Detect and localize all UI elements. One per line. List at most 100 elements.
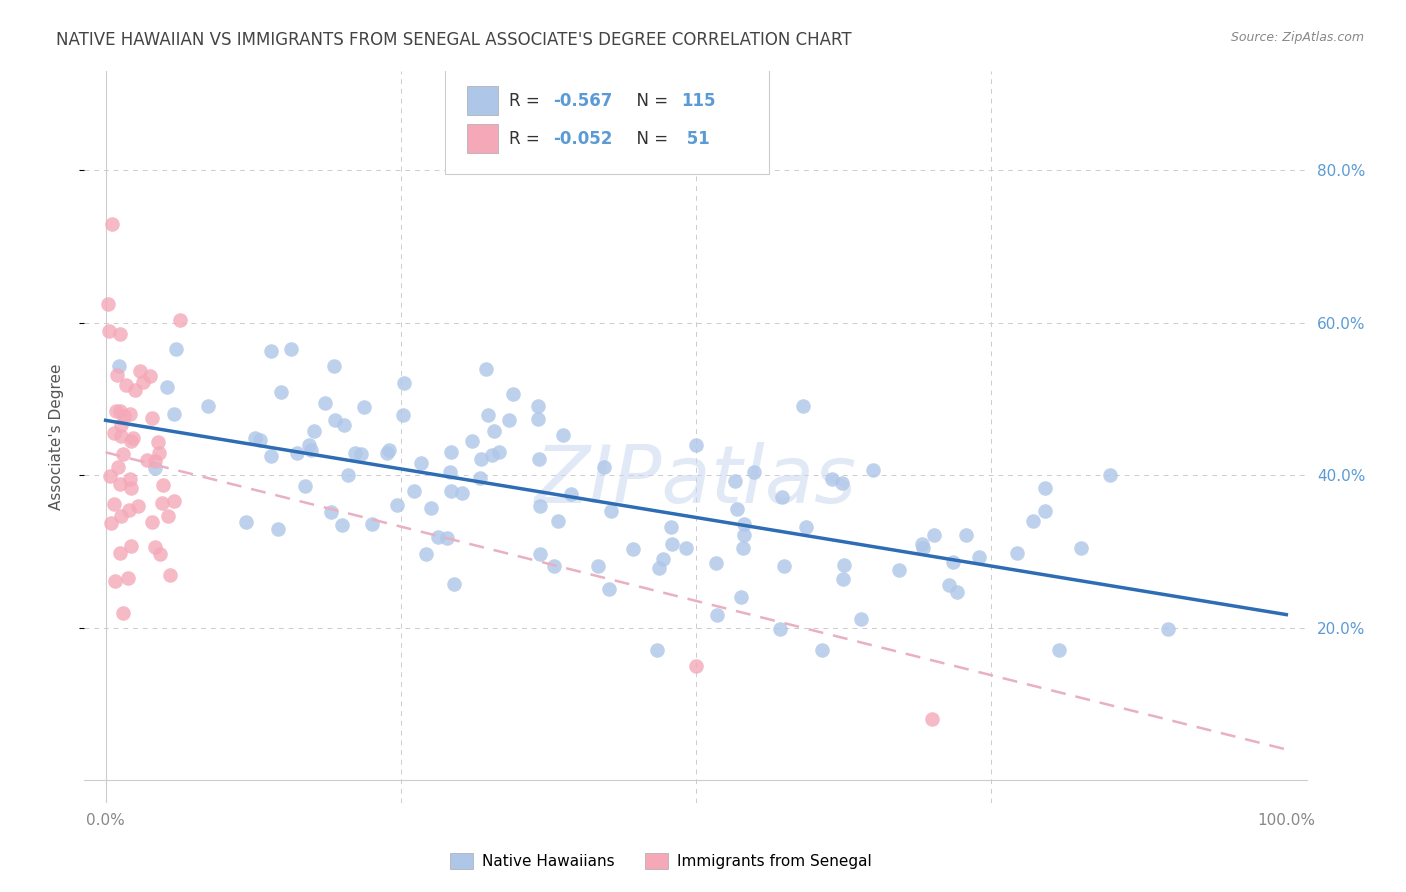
Point bbox=[474, 362, 496, 376]
Point bbox=[460, 434, 482, 449]
Point bbox=[118, 407, 141, 421]
Point bbox=[862, 463, 884, 477]
Point bbox=[103, 426, 125, 441]
Point bbox=[323, 412, 346, 426]
Point bbox=[502, 387, 524, 401]
Point bbox=[120, 539, 142, 553]
Point bbox=[560, 486, 582, 500]
Point bbox=[122, 431, 145, 445]
Point bbox=[314, 396, 336, 410]
Point bbox=[482, 424, 505, 438]
Point bbox=[110, 429, 132, 443]
Point bbox=[110, 509, 132, 524]
Point bbox=[127, 500, 149, 514]
Point bbox=[598, 582, 620, 596]
Point bbox=[112, 447, 135, 461]
Point bbox=[243, 431, 266, 445]
Point bbox=[392, 409, 415, 423]
FancyBboxPatch shape bbox=[467, 124, 498, 153]
Point bbox=[730, 590, 752, 604]
Point bbox=[169, 312, 191, 326]
Point bbox=[148, 446, 170, 460]
Point bbox=[156, 380, 179, 394]
Point bbox=[529, 547, 551, 561]
Point bbox=[477, 408, 499, 422]
Point bbox=[419, 501, 441, 516]
Point bbox=[100, 516, 122, 530]
Point bbox=[146, 435, 169, 450]
Point bbox=[97, 296, 120, 310]
Point bbox=[481, 448, 503, 462]
Point bbox=[107, 359, 129, 373]
Point bbox=[526, 399, 548, 413]
Point bbox=[443, 577, 465, 591]
Point bbox=[387, 498, 409, 512]
Point bbox=[955, 528, 977, 542]
Point bbox=[294, 479, 316, 493]
Point bbox=[323, 359, 346, 374]
Point bbox=[138, 369, 160, 384]
Point bbox=[661, 537, 683, 551]
Point bbox=[163, 494, 186, 508]
Point bbox=[529, 452, 551, 467]
Point bbox=[938, 578, 960, 592]
Text: R =: R = bbox=[509, 92, 544, 110]
Point bbox=[129, 364, 152, 378]
Point bbox=[304, 424, 326, 438]
Point bbox=[392, 376, 415, 390]
Point bbox=[112, 409, 135, 424]
Point bbox=[197, 399, 219, 413]
Point bbox=[1007, 546, 1029, 560]
Point bbox=[592, 460, 614, 475]
Text: N =: N = bbox=[626, 129, 673, 148]
Legend: Native Hawaiians, Immigrants from Senegal: Native Hawaiians, Immigrants from Senega… bbox=[444, 847, 877, 875]
Text: N =: N = bbox=[626, 92, 673, 110]
Point bbox=[770, 491, 793, 505]
Point bbox=[260, 449, 283, 463]
Text: -0.567: -0.567 bbox=[553, 92, 612, 110]
Point bbox=[440, 445, 463, 459]
Point bbox=[529, 500, 551, 514]
Point bbox=[165, 342, 187, 356]
Point bbox=[108, 477, 131, 491]
Text: NATIVE HAWAIIAN VS IMMIGRANTS FROM SENEGAL ASSOCIATE'S DEGREE CORRELATION CHART: NATIVE HAWAIIAN VS IMMIGRANTS FROM SENEG… bbox=[56, 31, 852, 49]
Point bbox=[426, 530, 449, 544]
Point bbox=[526, 412, 548, 426]
Point bbox=[831, 475, 853, 490]
Point bbox=[621, 541, 644, 556]
Point bbox=[409, 456, 432, 470]
Point bbox=[724, 474, 747, 488]
Point bbox=[1022, 514, 1045, 528]
Point bbox=[404, 483, 426, 498]
Point bbox=[298, 437, 321, 451]
Point bbox=[553, 428, 575, 442]
Point bbox=[299, 443, 322, 458]
Point bbox=[725, 502, 748, 516]
Point bbox=[118, 502, 141, 516]
Point bbox=[361, 517, 384, 532]
Point bbox=[235, 516, 257, 530]
Point bbox=[120, 434, 142, 448]
Point bbox=[769, 622, 792, 636]
Point bbox=[159, 567, 181, 582]
Point bbox=[921, 712, 943, 726]
Point bbox=[115, 378, 138, 392]
Point bbox=[163, 407, 186, 421]
Point bbox=[100, 217, 122, 231]
Point bbox=[796, 520, 818, 534]
Point bbox=[343, 446, 366, 460]
Point bbox=[832, 558, 855, 572]
Point bbox=[498, 413, 520, 427]
Point bbox=[733, 528, 755, 542]
Point bbox=[1070, 541, 1092, 556]
Point bbox=[350, 447, 373, 461]
Point bbox=[107, 459, 129, 474]
Point bbox=[152, 477, 174, 491]
Point bbox=[440, 484, 463, 499]
Point bbox=[600, 504, 623, 518]
Point bbox=[332, 418, 354, 433]
Point bbox=[851, 612, 873, 626]
Point bbox=[319, 506, 342, 520]
Point bbox=[105, 368, 128, 383]
FancyBboxPatch shape bbox=[446, 68, 769, 174]
